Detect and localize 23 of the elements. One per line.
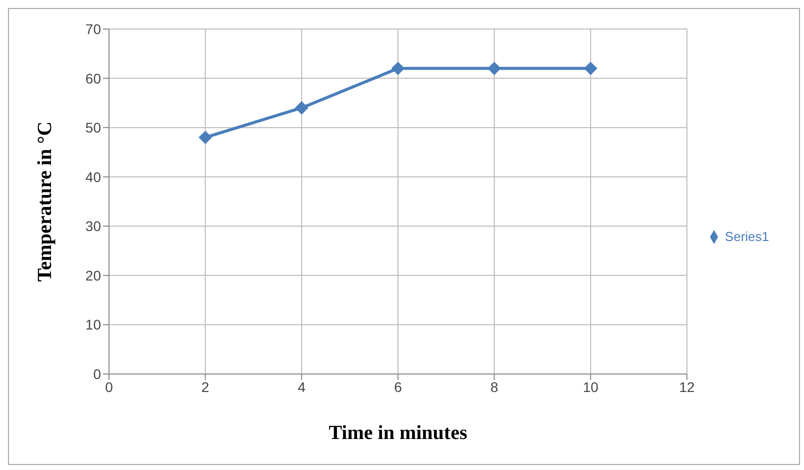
x-tick-label: 12	[679, 378, 695, 395]
x-axis-title: Time in minutes	[328, 422, 468, 444]
y-tick-label: 70	[85, 20, 102, 37]
y-axis-title: Temperature in °C	[34, 121, 56, 282]
y-tick-label: 20	[85, 267, 102, 284]
point	[295, 101, 308, 114]
y-tick-label: 0	[93, 366, 102, 382]
x-tick-label: 4	[298, 378, 306, 395]
x-tick-label: 6	[394, 378, 402, 395]
x-tick-label: 2	[201, 378, 210, 395]
x-tick-label: 10	[582, 378, 599, 395]
y-tick-label: 60	[85, 70, 102, 86]
y-tick-label: 40	[85, 168, 102, 185]
x-tick-label: 8	[490, 378, 498, 395]
point	[198, 130, 212, 144]
point	[488, 62, 501, 75]
y-tick-label: 10	[85, 316, 102, 333]
point	[391, 62, 404, 75]
point	[584, 62, 598, 75]
x-tick-label: 0	[105, 378, 114, 395]
y-tick-label: 50	[85, 120, 102, 136]
y-tick-label: 30	[85, 218, 102, 234]
legend-label: Series1	[724, 228, 769, 244]
